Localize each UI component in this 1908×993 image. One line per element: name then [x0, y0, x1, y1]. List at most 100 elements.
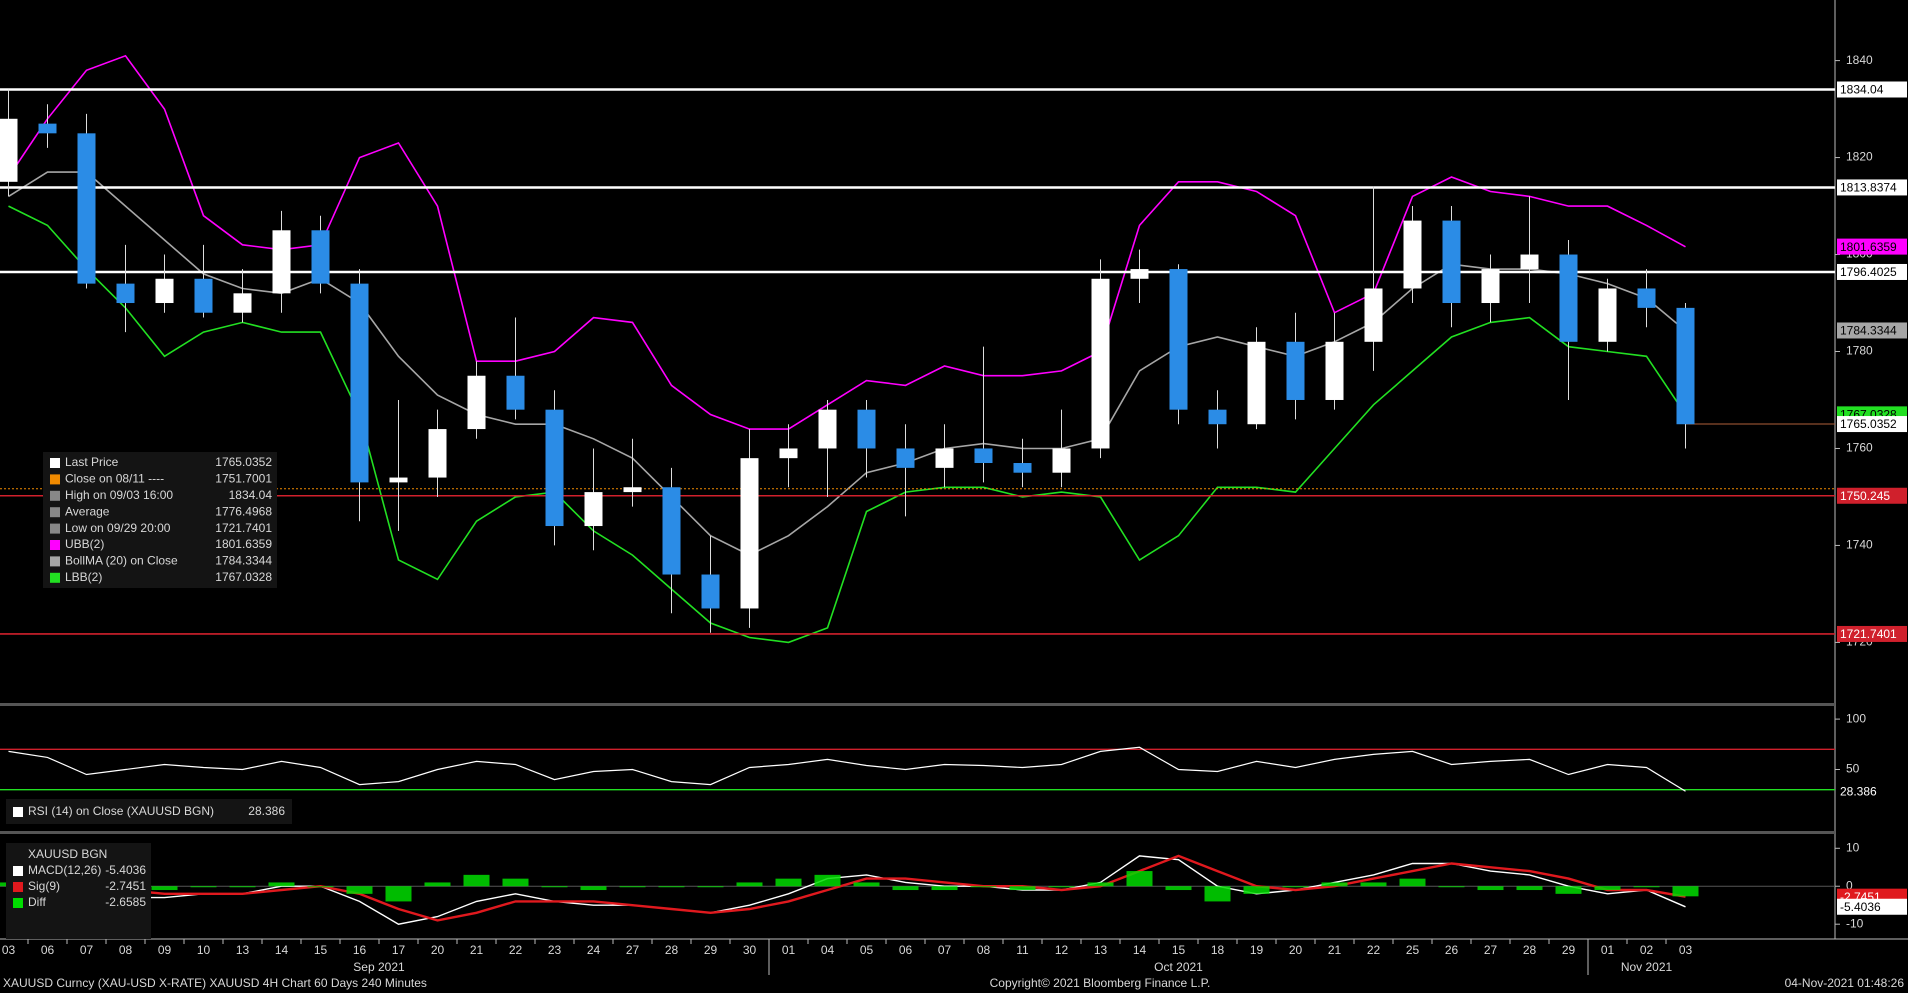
price-tag-label: -5.4036 — [1840, 900, 1881, 914]
diff-bar — [1087, 882, 1114, 887]
legend-swatch — [13, 866, 23, 876]
legend-swatch — [13, 882, 23, 892]
legend-box — [6, 843, 151, 939]
x-tick-label: 21 — [470, 943, 484, 957]
diff-bar — [307, 886, 334, 888]
candle-body — [1364, 288, 1383, 342]
x-tick-label: 27 — [626, 943, 640, 957]
x-tick-label: 06 — [899, 943, 913, 957]
diff-bar — [853, 882, 880, 887]
legend-label: Close on 08/11 ---- — [65, 472, 164, 486]
candle-body — [1481, 269, 1500, 304]
x-tick-label: 07 — [80, 943, 94, 957]
candle-body — [1637, 288, 1656, 308]
price-tag — [1837, 416, 1907, 433]
x-tick-label: 18 — [1211, 943, 1225, 957]
x-tick-label: 01 — [1601, 943, 1615, 957]
candle-body — [974, 448, 993, 464]
y-tick-label: 1760 — [1846, 441, 1873, 455]
x-tick-label: 28 — [1523, 943, 1537, 957]
legend-label: Sig(9) — [28, 879, 60, 893]
candle-body — [1442, 220, 1461, 304]
legend-swatch — [50, 556, 60, 567]
price-tag — [1837, 263, 1907, 280]
candle-body — [740, 458, 759, 609]
legend-swatch — [13, 807, 23, 817]
diff-bar — [1516, 886, 1543, 891]
diff-bar — [1399, 878, 1426, 887]
x-tick-label: 09 — [158, 943, 172, 957]
panel-divider[interactable] — [0, 831, 1835, 834]
footer-center: Copyright© 2021 Bloomberg Finance L.P. — [990, 976, 1211, 990]
candle-body — [272, 230, 291, 294]
candle-body — [818, 409, 837, 449]
x-tick-label: 28 — [665, 943, 679, 957]
diff-bar — [1204, 886, 1231, 902]
x-tick-label: 25 — [1406, 943, 1420, 957]
diff-bar — [1633, 886, 1660, 888]
candle-body — [389, 477, 408, 483]
legend-value: -2.7451 — [105, 879, 146, 893]
x-tick-label: 23 — [548, 943, 562, 957]
diff-bar — [229, 886, 256, 888]
price-tag-label: 1750.245 — [1840, 489, 1890, 503]
candle-body — [1520, 254, 1539, 270]
price-tag — [1837, 783, 1907, 800]
candle-body — [311, 230, 330, 284]
diff-bar — [1126, 871, 1153, 887]
diff-bar — [463, 874, 490, 887]
candle-body — [233, 293, 252, 313]
legend-value: 1721.7401 — [215, 521, 272, 535]
candle-body — [1559, 254, 1578, 342]
x-tick-label: 24 — [587, 943, 601, 957]
diff-bar — [1009, 886, 1036, 891]
price-tag-label: 1813.8374 — [1840, 181, 1897, 195]
month-label: Nov 2021 — [1621, 960, 1673, 974]
diff-bar — [424, 882, 451, 887]
y-tick-label: 0 — [1846, 878, 1853, 892]
candle-body — [1676, 307, 1695, 425]
price-tag — [1837, 179, 1907, 196]
x-tick-label: 04 — [821, 943, 835, 957]
candle-body — [1091, 278, 1110, 449]
x-tick-label: 05 — [860, 943, 874, 957]
x-tick-label: 08 — [119, 943, 133, 957]
legend-value: -5.4036 — [105, 863, 146, 877]
legend-swatch — [50, 540, 60, 550]
candle-body — [428, 429, 447, 478]
diff-bar — [892, 886, 919, 891]
candle-body — [584, 492, 603, 527]
y-tick-label: 100 — [1846, 711, 1866, 725]
legend-value: -2.6585 — [105, 895, 146, 909]
diff-bar — [1438, 886, 1465, 888]
candle-body — [1052, 448, 1071, 473]
x-tick-label: 10 — [197, 943, 211, 957]
diff-bar — [658, 886, 685, 888]
x-tick-label: 03 — [2, 943, 16, 957]
diff-bar — [346, 886, 373, 894]
x-tick-label: 13 — [1094, 943, 1108, 957]
legend-value: 1776.4968 — [215, 504, 272, 518]
diff-bar — [1048, 886, 1075, 888]
legend-value: 1801.6359 — [215, 537, 272, 551]
legend-value: 1765.0352 — [215, 455, 272, 469]
legend-value: 1751.7001 — [215, 472, 272, 486]
x-tick-label: 07 — [938, 943, 952, 957]
candle-body — [1325, 341, 1344, 400]
legend-box — [6, 799, 292, 824]
diff-bar — [580, 886, 607, 891]
candle-body — [155, 278, 174, 304]
legend-title: XAUUSD BGN — [28, 847, 107, 861]
legend-label: UBB(2) — [65, 537, 104, 551]
legend-label: BollMA (20) on Close — [65, 554, 178, 568]
x-tick-label: 22 — [1367, 943, 1381, 957]
month-label: Sep 2021 — [353, 960, 405, 974]
x-tick-label: 22 — [509, 943, 523, 957]
x-tick-label: 26 — [1445, 943, 1459, 957]
candle-body — [1013, 463, 1032, 473]
panel-divider[interactable] — [0, 703, 1835, 706]
candle-body — [662, 487, 681, 575]
x-tick-label: 14 — [1133, 943, 1147, 957]
legend-label: MACD(12,26) — [28, 863, 101, 877]
x-tick-label: 29 — [704, 943, 718, 957]
